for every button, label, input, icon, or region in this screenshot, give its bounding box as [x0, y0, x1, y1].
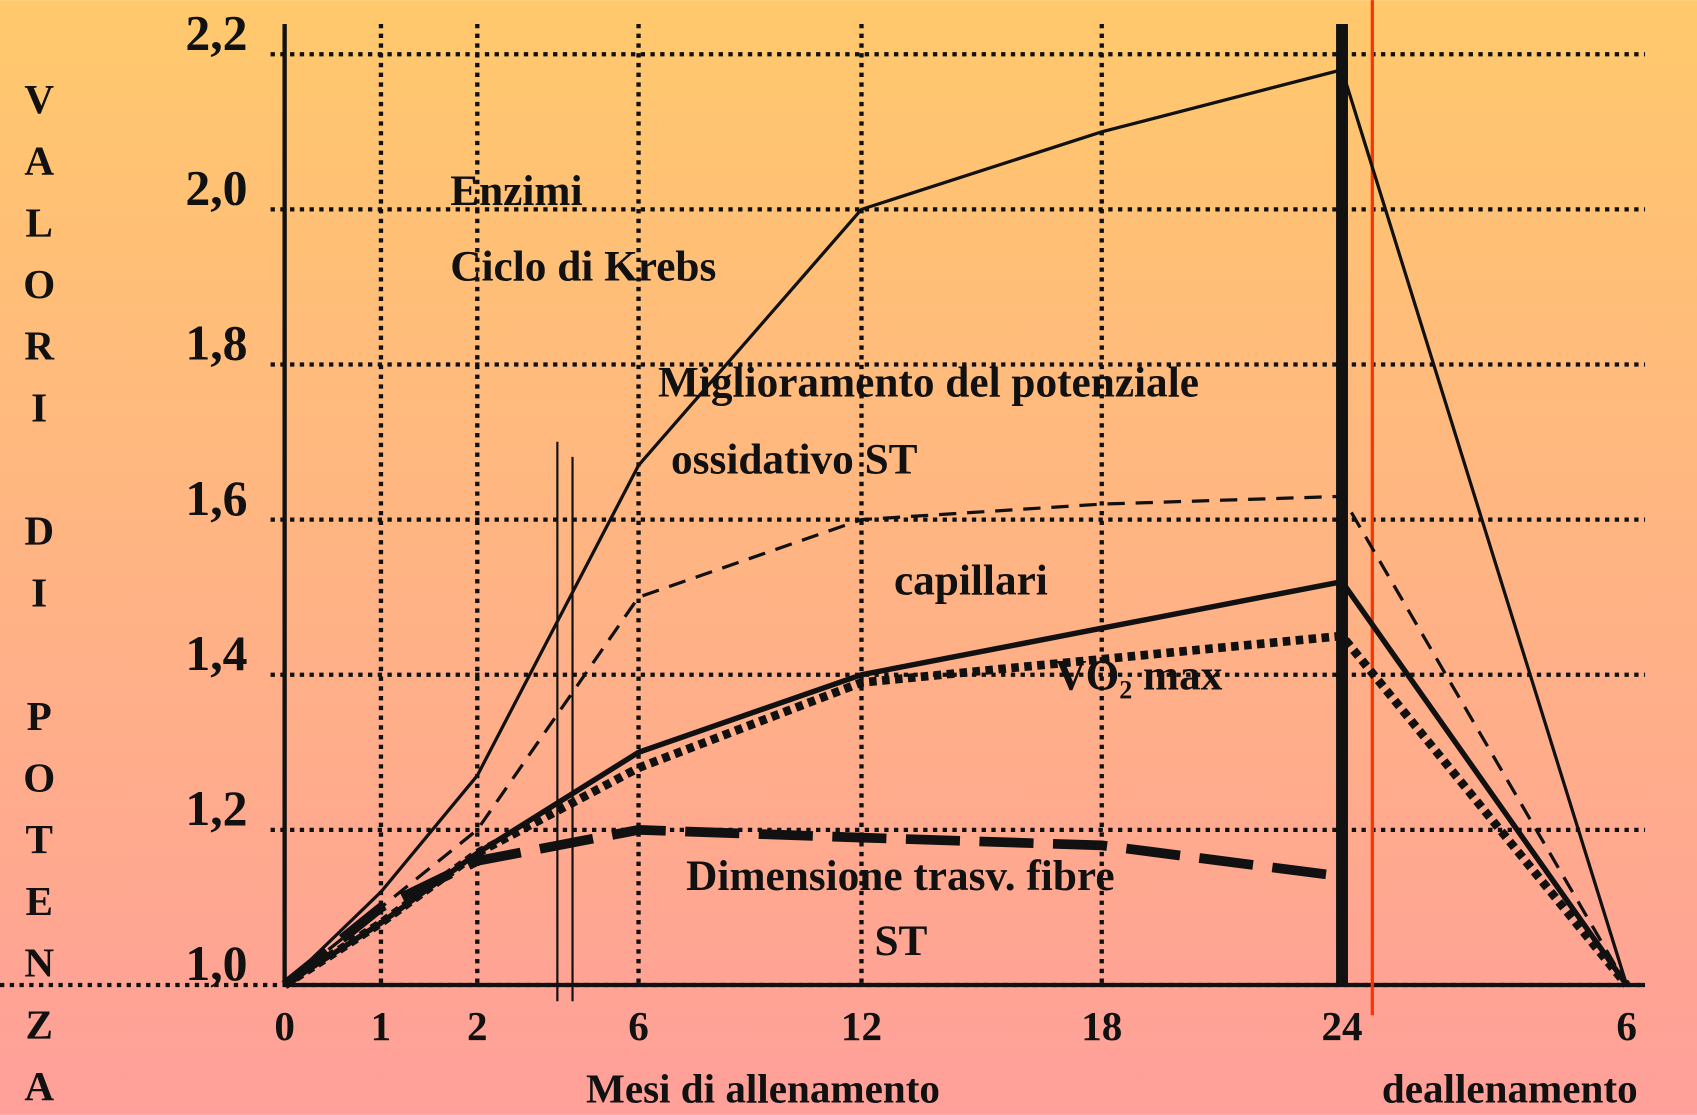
x-tick-label: 0	[274, 1003, 295, 1049]
y-tick-label: 2,0	[185, 161, 247, 216]
series-line	[283, 68, 1629, 987]
y-tick-label: 1,6	[185, 471, 247, 526]
x-tick-label: 6	[628, 1003, 649, 1049]
y-tick-label: 1,8	[185, 316, 247, 371]
annotation: Miglioramento del potenziale	[658, 358, 1199, 406]
x-tick-label: 2	[467, 1003, 488, 1049]
annotation: ST	[874, 917, 927, 965]
x-tick-label: 6	[1616, 1003, 1637, 1049]
x-tick-label: 24	[1321, 1003, 1362, 1049]
y-tick-label: 1,4	[185, 626, 247, 681]
annotation: Dimensione trasv. fibre	[686, 852, 1114, 900]
x-axis-label: Mesi di allenamento	[586, 1066, 940, 1112]
y-tick-label: 1,0	[185, 936, 247, 991]
x-tick-label: 18	[1081, 1003, 1122, 1049]
y-tick-label: 1,2	[185, 781, 247, 836]
x-tick-label: 12	[841, 1003, 882, 1049]
annotation: VO₂ max	[1055, 652, 1223, 700]
y-tick-label: 2,2	[185, 5, 247, 60]
annotation: Enzimi	[450, 167, 582, 215]
series-line	[283, 494, 1629, 987]
series-line	[281, 825, 1343, 989]
annotation: ossidativo ST	[671, 435, 918, 483]
y-axis-label: VALORI DI POTENZA	[16, 76, 62, 1115]
x-axis-label-right: deallenamento	[1382, 1066, 1638, 1112]
annotation: capillari	[894, 556, 1048, 604]
annotation: Ciclo di Krebs	[450, 243, 716, 291]
series-line	[282, 631, 1631, 989]
x-tick-label: 1	[371, 1003, 392, 1049]
